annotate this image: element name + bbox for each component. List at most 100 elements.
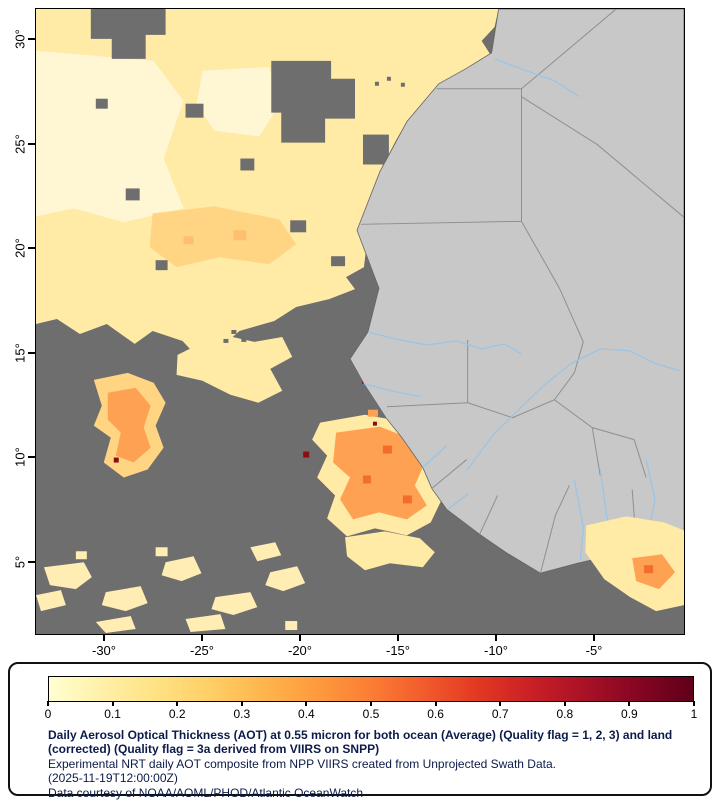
colorbar-tick-mark [693, 701, 695, 706]
lat-label: 25° [12, 134, 28, 154]
land-mass [349, 9, 684, 574]
river [422, 445, 448, 469]
aerosol-noise [161, 556, 202, 582]
colorbar-labels: 0 0.1 0.2 0.3 0.4 0.5 0.6 0.7 0.8 0.9 1 [44, 707, 698, 721]
aerosol-speck [367, 409, 378, 417]
aot-map [36, 9, 684, 634]
lat-tick [28, 38, 35, 40]
legend-timestamp: (2025-11-19T12:00:00Z) [48, 771, 178, 786]
aerosol-noise [250, 542, 282, 562]
aerosol-core [107, 387, 151, 463]
lat-label: 15° [12, 343, 28, 363]
island-pixel [223, 338, 229, 343]
lon-tick [201, 635, 203, 641]
colorbar-tick-mark [434, 701, 437, 706]
aerosol-cluster-gulf [585, 516, 684, 612]
country-border [467, 399, 555, 419]
river [447, 492, 470, 510]
colorbar-tick-mark [47, 701, 49, 706]
legend-composite-line: Experimental NRT daily AOT composite fro… [48, 756, 556, 771]
colorbar [48, 676, 694, 702]
no-data-gap [90, 9, 166, 59]
aerosol-speck [233, 230, 247, 241]
aerosol-light-zone [36, 50, 184, 223]
country-border [633, 439, 647, 478]
colorbar-tick-mark [176, 701, 179, 706]
aerosol-max-pixel [372, 421, 377, 426]
lat-tick [28, 456, 35, 458]
aerosol-cluster-west [93, 372, 166, 478]
legend-credit: Data courtesy of NOAA/AOML/PHOD/Atlantic… [48, 785, 363, 800]
colorbar-ticks [47, 701, 695, 707]
no-data-gap [362, 134, 389, 165]
colorbar-tick-label: 0.4 [298, 707, 315, 721]
aerosol-noise [265, 566, 306, 592]
country-border [591, 427, 601, 476]
island-pixel [400, 82, 405, 87]
colorbar-tick-label: 0 [44, 707, 52, 721]
colorbar-tick-label: 1 [690, 707, 698, 721]
island-pixel [241, 337, 247, 342]
colorbar-tick-label: 0.5 [362, 707, 380, 721]
no-data-gap [271, 60, 356, 143]
aerosol-noise [285, 621, 298, 631]
lon-label: -10° [484, 643, 508, 658]
no-data-gaps [90, 9, 389, 271]
colorbar-tick-label: 0.8 [556, 707, 574, 721]
lon-tick [397, 635, 399, 641]
colorbar-tick-mark [499, 701, 502, 706]
aerosol-noise-south [36, 542, 306, 634]
lon-tick [299, 635, 301, 641]
colorbar-tick-mark [563, 701, 566, 706]
lat-tick [28, 143, 35, 145]
aerosol-noise [101, 586, 148, 612]
no-data-gap [290, 220, 307, 233]
aerosol-light-zone [196, 66, 280, 137]
aerosol-deep-pixel [382, 445, 392, 454]
country-border [553, 341, 584, 401]
aerosol-noise [185, 614, 226, 633]
aerosol-core [632, 554, 676, 590]
country-border [521, 96, 684, 218]
colorbar-tick-label: 0.6 [427, 707, 444, 721]
river [573, 479, 584, 560]
colorbar-tick-mark [305, 701, 308, 706]
country-border [431, 459, 467, 489]
country-border [479, 495, 499, 535]
country-border [521, 221, 584, 343]
lon-label: -30° [92, 643, 116, 658]
no-data-gap [240, 158, 255, 171]
colorbar-tick-mark [370, 701, 372, 706]
aerosol-fringe [345, 531, 435, 571]
country-border [360, 220, 522, 225]
colorbar-tick-label: 0.9 [621, 707, 638, 721]
map-frame [35, 8, 685, 635]
aerosol-dense-zone [149, 206, 297, 268]
legend-box: 0 0.1 0.2 0.3 0.4 0.5 0.6 0.7 0.8 0.9 1 Daily Aero… [8, 662, 712, 800]
island-pixel [231, 329, 237, 334]
no-data-gap [155, 260, 168, 271]
lat-tick [28, 561, 35, 563]
aerosol-max-pixel [113, 457, 119, 463]
no-data-gap [125, 188, 140, 201]
aerosol-deep-pixel [402, 495, 412, 504]
legend-text: Daily Aerosol Optical Thickness (AOT) at… [48, 728, 694, 800]
colorbar-tick-mark [240, 701, 243, 706]
river [494, 58, 580, 98]
lon-label: -20° [288, 643, 312, 658]
colorbar-tick-mark [628, 701, 631, 706]
country-border [386, 402, 468, 408]
legend-title: Daily Aerosol Optical Thickness (AOT) at… [48, 728, 673, 757]
lon-tick [103, 635, 105, 641]
lat-label: 20° [12, 238, 28, 258]
colorbar-tick-mark [111, 701, 114, 706]
no-data-gap [331, 256, 346, 267]
colorbar-tick-label: 0.7 [491, 707, 509, 721]
colorbar-tick-label: 0.1 [104, 707, 121, 721]
aerosol-noise [155, 547, 168, 557]
island-pixel [374, 81, 379, 86]
aerosol-deep-pixel [362, 475, 371, 484]
aerosol-plume-dense-zone [149, 206, 297, 268]
aerosol-noise [75, 551, 87, 560]
aerosol-plume-light-zones [36, 50, 280, 223]
